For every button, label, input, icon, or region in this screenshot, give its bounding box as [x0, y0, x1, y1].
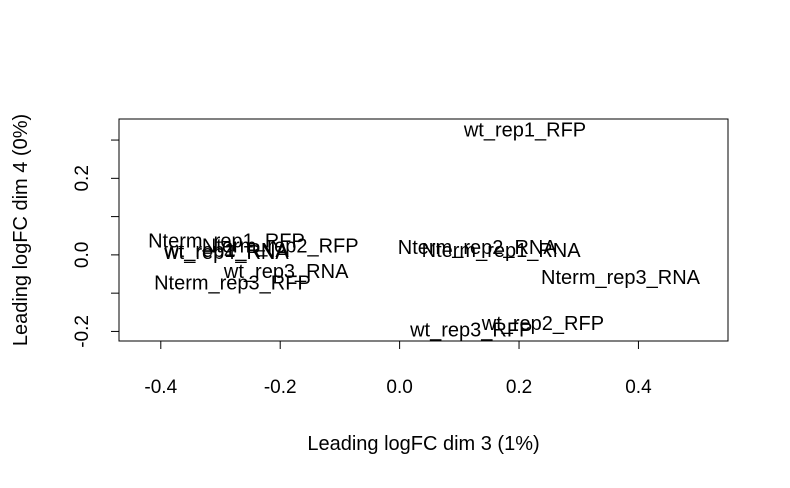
- y-axis: -0.2 0.0 0.2: [72, 139, 120, 348]
- point-label: wt_rep3_RNA: [223, 261, 349, 283]
- point-label: wt_rep2_RFP: [481, 313, 604, 335]
- x-tick-label: 0.0: [386, 377, 412, 398]
- point-label: Nterm_rep3_RNA: [541, 267, 701, 289]
- y-tick-label: 0.0: [72, 242, 93, 268]
- y-tick-label: -0.2: [72, 315, 93, 348]
- x-tick-label: -0.4: [144, 377, 177, 398]
- point-label: wt_rep3_RFP: [409, 320, 532, 342]
- point-label: Nterm_rep2_RNA: [398, 237, 558, 259]
- point-label: wt_rep1_RNA: [163, 240, 289, 262]
- point-label: wt_rep4_RNA: [163, 242, 289, 264]
- point-label: Nterm_rep2_RFP: [202, 235, 359, 257]
- x-axis-title: Leading logFC dim 3 (1%): [307, 433, 539, 455]
- point-label: Nterm_rep3_RFP: [154, 273, 311, 295]
- x-tick-label: -0.2: [264, 377, 297, 398]
- y-tick-label: 0.2: [72, 165, 93, 191]
- x-axis: -0.4 -0.2 0.0 0.2 0.4: [144, 340, 652, 398]
- x-tick-label: 0.2: [506, 377, 532, 398]
- point-label: Nterm_rep1_RFP: [148, 230, 305, 252]
- y-axis-title: Leading logFC dim 4 (0%): [10, 114, 32, 346]
- point-label: Nterm_rep1_RNA: [422, 240, 582, 262]
- x-tick-label: 0.4: [625, 377, 652, 398]
- point-label: wt_rep1_RFP: [463, 119, 586, 141]
